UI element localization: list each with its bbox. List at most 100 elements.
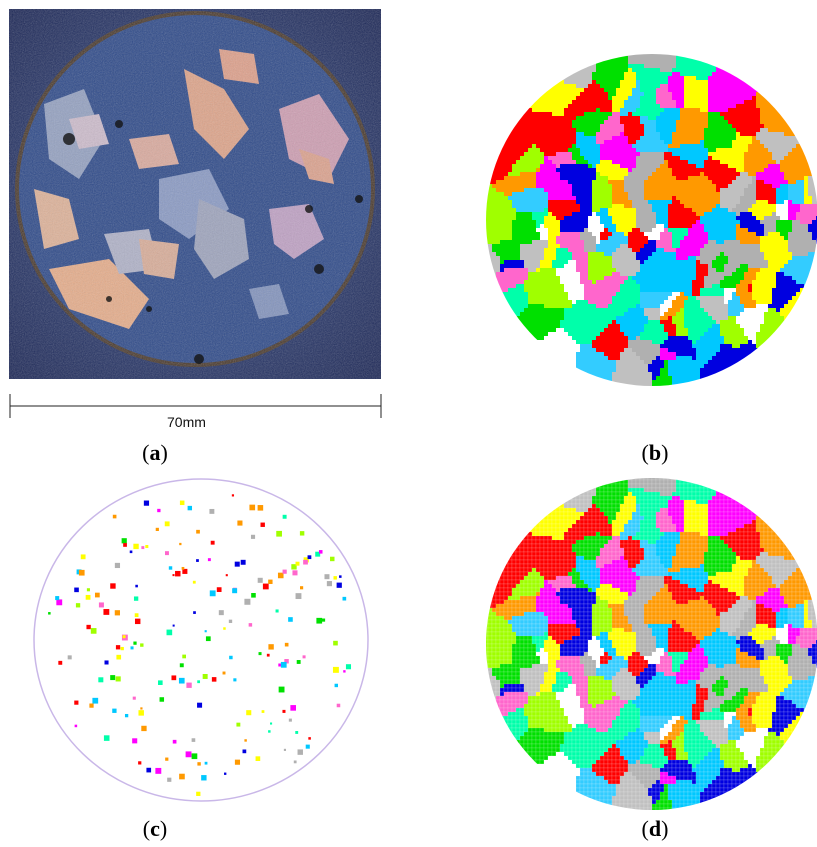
seed-point	[98, 602, 104, 608]
seed-point	[179, 542, 182, 546]
seed-point	[133, 596, 139, 601]
seed-point	[157, 508, 161, 513]
seed-point	[80, 554, 86, 560]
seed-point	[332, 666, 339, 673]
seed-point	[318, 550, 323, 554]
seed-point	[140, 643, 144, 647]
seed-point	[202, 673, 208, 679]
seed-point	[249, 504, 256, 511]
seed-point	[295, 731, 299, 734]
seed-point	[224, 772, 227, 775]
seed-point	[114, 610, 120, 616]
caption-b: (b)	[641, 440, 669, 465]
seed-point	[295, 593, 302, 600]
seed-point	[292, 570, 298, 576]
seed-point	[234, 759, 241, 765]
seed-point	[223, 627, 226, 630]
seed-point	[268, 579, 273, 584]
seed-point	[268, 644, 274, 650]
seed-point	[74, 700, 79, 705]
seed-point	[74, 587, 79, 593]
seed-point	[326, 581, 332, 587]
seed-point	[282, 514, 287, 519]
seed-point	[166, 629, 173, 636]
seed-point	[255, 756, 261, 761]
seed-point	[186, 682, 192, 688]
seed-point	[197, 680, 201, 684]
seed-point	[89, 703, 94, 708]
seed-point	[231, 494, 235, 497]
seed-point	[308, 737, 311, 740]
seed-point	[138, 761, 142, 765]
seed-point	[55, 596, 60, 601]
seed-point	[336, 582, 342, 588]
seed-point	[120, 646, 124, 651]
seed-point	[132, 738, 138, 744]
seed-point	[171, 675, 177, 681]
seed-point	[257, 505, 264, 511]
seed-point	[159, 697, 165, 702]
seed-point	[333, 640, 338, 646]
seed-point	[210, 540, 215, 545]
seed-point	[58, 660, 63, 665]
seed-point	[261, 710, 265, 713]
seed-point	[277, 572, 284, 579]
domain-boundary	[33, 478, 369, 802]
seed-point	[288, 617, 293, 622]
seed-point	[196, 791, 201, 796]
seed-point	[182, 568, 188, 574]
seed-point	[209, 590, 216, 597]
seed-point	[114, 562, 121, 569]
seed-point	[211, 677, 217, 682]
seed-point	[248, 623, 253, 627]
seed-point	[196, 529, 200, 534]
panel-d-mesh-map	[484, 476, 817, 812]
seed-point	[234, 561, 240, 567]
seed-point	[278, 686, 285, 693]
seed-point	[103, 609, 110, 615]
seed-point	[222, 671, 226, 675]
seed-point	[324, 574, 330, 580]
seed-point	[240, 559, 246, 565]
seed-point	[334, 683, 338, 688]
seed-point	[260, 522, 265, 527]
seed-point	[67, 655, 72, 660]
seed-point	[135, 584, 138, 588]
seed-point	[333, 576, 337, 580]
seed-point	[204, 630, 207, 633]
seed-point	[86, 624, 91, 630]
seed-point	[187, 505, 193, 511]
seed-point	[300, 586, 304, 590]
seed-point	[192, 580, 196, 584]
seed-point	[343, 670, 346, 673]
seed-point	[165, 757, 169, 761]
seed-point	[92, 697, 99, 704]
seed-point	[90, 628, 97, 634]
seed-point	[110, 583, 116, 589]
seed-point	[290, 705, 296, 711]
seed-point	[129, 550, 133, 554]
seed-point	[236, 722, 241, 727]
seed-point	[172, 574, 175, 577]
panel-c-seed-map	[30, 476, 372, 804]
seed-point	[284, 659, 289, 664]
seed-point	[133, 543, 139, 550]
seed-point	[75, 603, 81, 608]
seed-point	[158, 680, 163, 685]
seed-point	[143, 500, 150, 506]
seed-point	[146, 767, 152, 773]
seed-point	[134, 613, 139, 618]
seed-point	[134, 618, 141, 625]
seed-point	[130, 646, 134, 650]
seed-point	[229, 655, 233, 660]
seed-point	[196, 559, 199, 562]
seed-point	[228, 619, 233, 623]
scale-bar	[9, 392, 383, 427]
seed-point	[104, 660, 109, 665]
seed-point	[191, 753, 198, 760]
seed-point	[280, 661, 287, 668]
seed-point	[205, 636, 211, 642]
panel-b-grain-map	[484, 52, 817, 388]
seed-point	[74, 724, 78, 728]
seed-point	[122, 635, 126, 639]
